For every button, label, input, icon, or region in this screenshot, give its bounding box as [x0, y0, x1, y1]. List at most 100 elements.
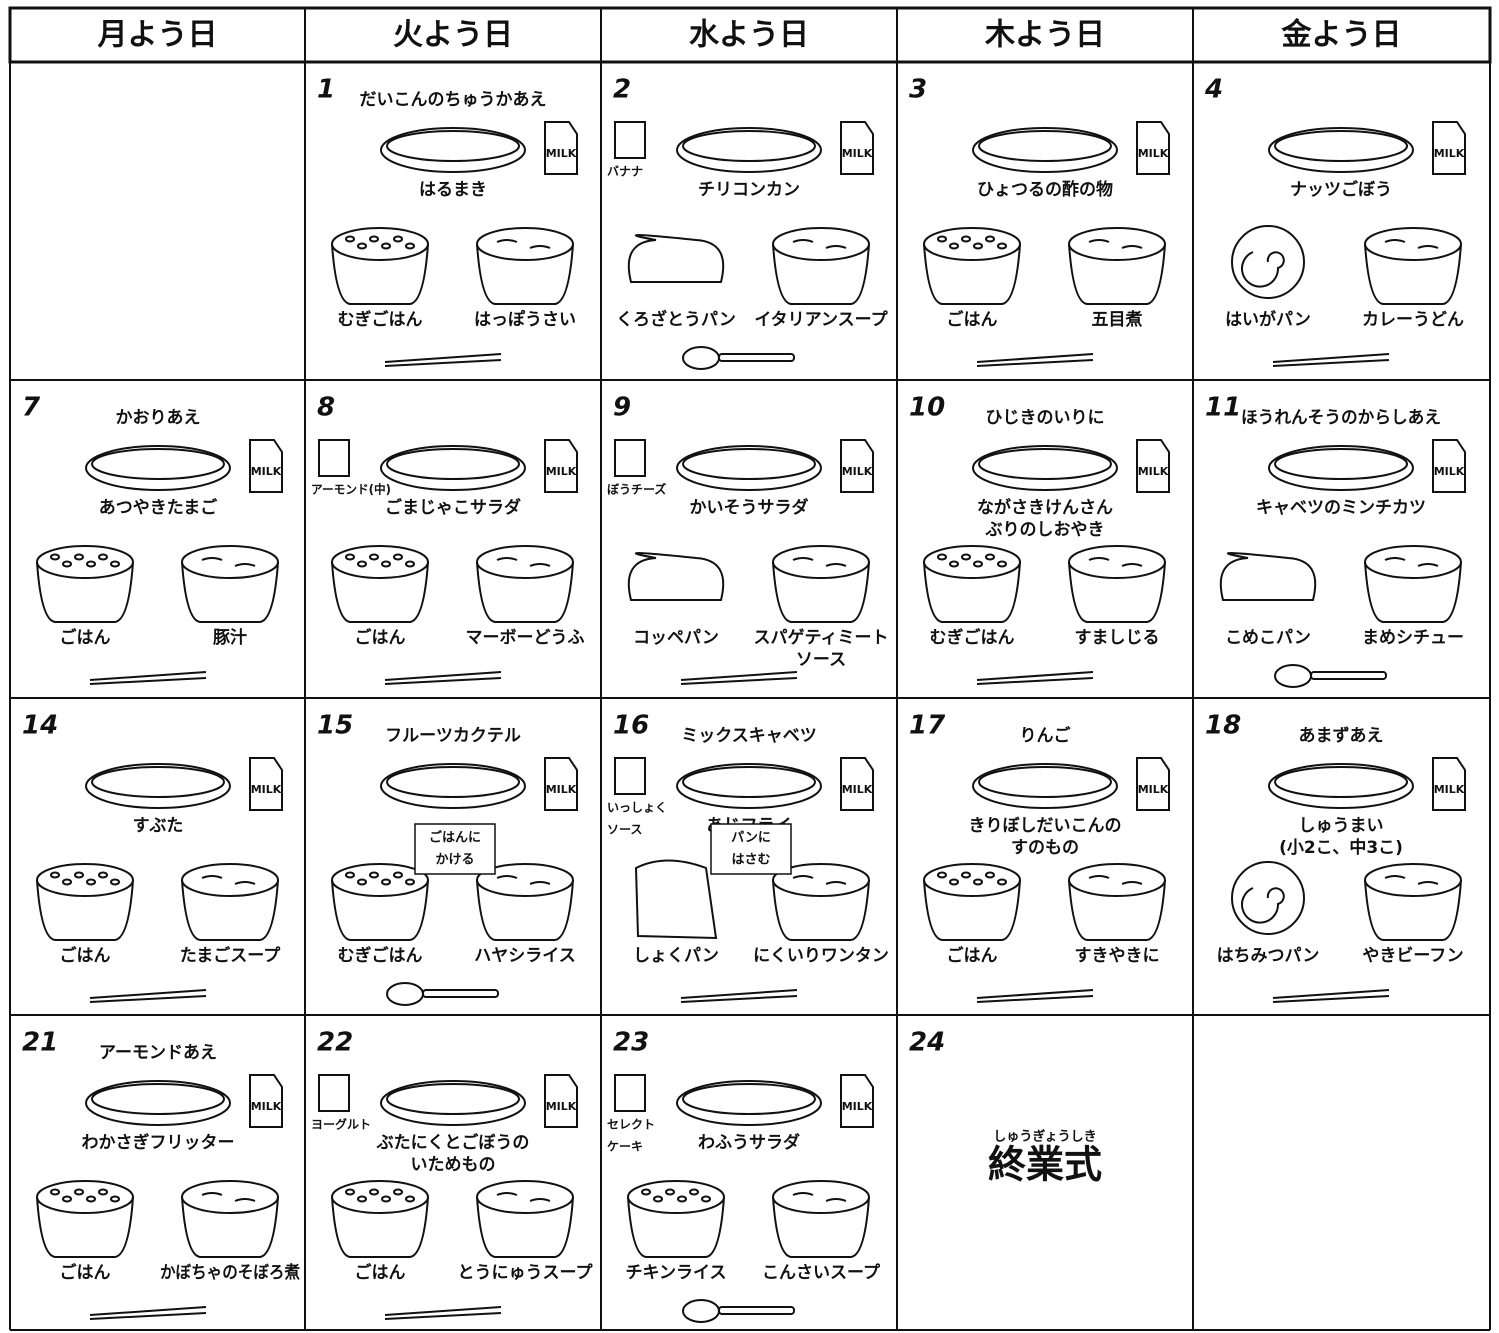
rice [393, 235, 403, 243]
bowl [1068, 243, 1166, 305]
bread [627, 552, 725, 601]
menu-label: パンに [731, 831, 771, 846]
bowl-rim [476, 863, 574, 897]
rice [110, 1195, 120, 1203]
rice [997, 560, 1007, 568]
rice [381, 878, 391, 886]
day-cell: 3 ひょつるの酢の物 MILK ごはん 五目煮 [909, 75, 1170, 367]
bowl [627, 1196, 725, 1258]
extra-item [614, 1074, 646, 1112]
milk-label: MILK [546, 783, 577, 796]
soup [201, 557, 256, 567]
menu-label: こんさいスープ [762, 1262, 881, 1283]
menu-label: こめこパン [1225, 628, 1311, 648]
rice [62, 560, 72, 568]
bread [627, 234, 725, 283]
rice [369, 871, 379, 879]
menu-label: カレーうどん [1362, 310, 1464, 330]
spoon [386, 982, 424, 1006]
milk-carton [1432, 121, 1466, 175]
menu-label: りんご [1020, 725, 1072, 746]
bowl-rim [772, 863, 870, 897]
plate-inner [978, 130, 1112, 162]
bowl-rim [331, 863, 429, 897]
plate [676, 763, 822, 809]
bowl-rim [181, 1180, 279, 1214]
day-cell: 16ミックスキャベツあじフライMILKいっしょくソースしょくパンにくいりワンタン… [607, 711, 889, 1003]
date: 22 [317, 1028, 353, 1058]
rice [98, 871, 108, 879]
soup [1384, 557, 1439, 567]
rice [997, 242, 1007, 250]
menu-label: あまずあえ [1299, 726, 1384, 746]
rice [345, 1188, 355, 1196]
rice [50, 553, 60, 561]
milk-label: MILK [842, 1100, 873, 1113]
extra-item [614, 121, 646, 159]
menu-label: ごはん [947, 945, 998, 966]
milk-carton [544, 121, 578, 175]
milk-carton [544, 757, 578, 811]
rice [62, 1195, 72, 1203]
menu-label: とうにゅうスープ [458, 1262, 594, 1283]
bowl [772, 243, 870, 305]
plate-inner [386, 1083, 520, 1115]
menu-label: すぶた [133, 816, 184, 836]
menu-label: まめシチュー [1362, 628, 1464, 648]
chopsticks [976, 353, 1094, 367]
milk-carton [249, 439, 283, 493]
plate-inner [91, 448, 225, 480]
milk-carton [1136, 757, 1170, 811]
soup [496, 1192, 551, 1202]
note-box [710, 823, 792, 875]
menu-label: かいそうサラダ [690, 497, 809, 518]
menu-label: ごはん [355, 627, 406, 648]
plate [676, 1080, 822, 1126]
soup [1088, 557, 1143, 567]
plate-inner [682, 1083, 816, 1115]
menu-label: ごはん [60, 627, 111, 648]
menu-label: セレクト [607, 1118, 655, 1132]
rice [961, 235, 971, 243]
rice [98, 553, 108, 561]
milk-carton [1432, 439, 1466, 493]
spoon [682, 1299, 720, 1323]
menu-label: マーボーどうふ [466, 628, 585, 648]
day-cell: 4 ナッツごぼう MILK はいがパン カレーうどん [1204, 75, 1466, 367]
menu-label: ひょつるの酢の物 [977, 179, 1113, 200]
date: 2 [613, 75, 631, 105]
rice [985, 871, 995, 879]
plate [972, 127, 1118, 173]
day-cell: 14 すぶた MILK ごはん たまごスープ [22, 711, 283, 1003]
plate [380, 127, 526, 173]
event-title: 終業式 [988, 1143, 1102, 1187]
soup [1384, 875, 1439, 885]
menu-label: だいこんのちゅうかあえ [360, 90, 547, 110]
soup [792, 1192, 847, 1202]
bread [1231, 225, 1305, 299]
bowl-rim [1364, 545, 1462, 579]
menu-label: ハヤシライス [474, 946, 576, 966]
rice [641, 1188, 651, 1196]
extra-item [318, 439, 350, 477]
bowl-rim [772, 1180, 870, 1214]
rice [949, 560, 959, 568]
menu-label: しょくパン [633, 946, 719, 966]
milk-label: MILK [1138, 465, 1169, 478]
soup [496, 557, 551, 567]
soup [1088, 875, 1143, 885]
bowl-rim [476, 1180, 574, 1214]
milk-label: MILK [1434, 783, 1465, 796]
chopsticks [384, 353, 502, 367]
bowl [1068, 879, 1166, 941]
rice [369, 235, 379, 243]
plate [1268, 127, 1414, 173]
rice [985, 553, 995, 561]
bowl-rim [772, 227, 870, 261]
rice [357, 242, 367, 250]
menu-label: 豚汁 [213, 627, 247, 648]
bowl [331, 1196, 429, 1258]
